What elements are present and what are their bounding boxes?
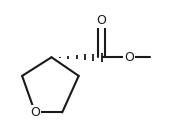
- Text: O: O: [30, 106, 40, 119]
- Text: O: O: [124, 51, 134, 64]
- Text: O: O: [97, 14, 106, 27]
